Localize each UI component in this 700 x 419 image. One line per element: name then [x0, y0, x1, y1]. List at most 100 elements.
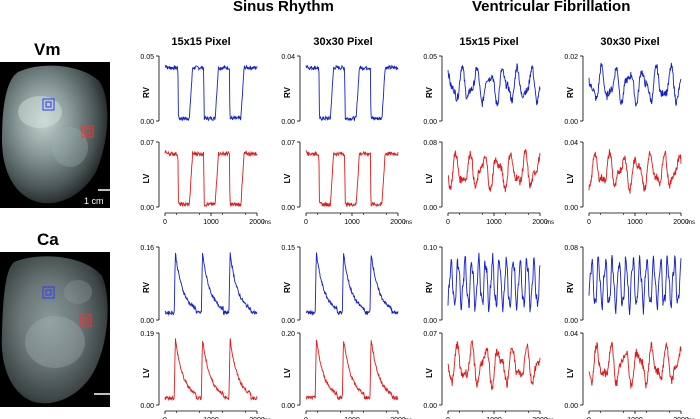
trace-ca-rv	[588, 254, 682, 316]
trace-vm-rv	[588, 62, 682, 107]
row-label-lv: LV	[283, 173, 292, 183]
y-tick-label-bottom: 0.00	[423, 403, 437, 410]
heart-image-vm: 1 cm	[0, 62, 110, 208]
y-tick-label-top: 0.05	[423, 54, 437, 61]
row-label-rv: RV	[425, 281, 434, 293]
row-label-rv: RV	[283, 281, 292, 293]
x-tick-label: 2000	[390, 417, 406, 419]
x-tick-label: 0	[163, 219, 167, 226]
y-tick-label-bottom: 0.00	[564, 205, 578, 212]
heart-image-ca	[0, 252, 110, 407]
y-tick-label-top: 0.07	[423, 331, 437, 338]
x-tick-label: 1000	[486, 417, 502, 419]
y-tick-label-top: 0.10	[423, 245, 437, 252]
trace-ca-lv	[305, 339, 399, 401]
x-tick-label: 0	[587, 417, 591, 419]
x-unit-label: ms	[687, 220, 695, 226]
y-tick-label-bottom: 0.00	[564, 318, 578, 325]
row-label-lv: LV	[142, 173, 151, 183]
x-unit-label: ms	[546, 220, 554, 226]
scale-bar-label: 1 cm	[84, 196, 104, 206]
row-label-rv: RV	[142, 281, 151, 293]
trace-ca-rv	[447, 252, 541, 313]
subheader-vf-15x15: 15x15 Pixel	[459, 36, 519, 48]
x-tick-label: 1000	[344, 219, 360, 226]
x-tick-label: 2000	[532, 417, 548, 419]
x-tick-label: 0	[446, 417, 450, 419]
row-label-rv: RV	[566, 281, 575, 293]
x-tick-label: 2000	[390, 219, 406, 226]
row-label-lv: LV	[142, 368, 151, 378]
row-label-lv: LV	[566, 173, 575, 183]
row-label-lv: LV	[425, 368, 434, 378]
x-tick-label: 2000	[673, 219, 689, 226]
x-tick-label: 0	[304, 417, 308, 419]
trace-ca-rv	[164, 252, 258, 317]
y-tick-label-top: 0.02	[564, 54, 578, 61]
y-tick-label-top: 0.08	[564, 245, 578, 252]
row-label-rv: RV	[566, 86, 575, 98]
x-tick-label: 2000	[673, 417, 689, 419]
x-tick-label: 1000	[344, 417, 360, 419]
y-tick-label-top: 0.08	[423, 140, 437, 147]
y-tick-label-bottom: 0.00	[423, 205, 437, 212]
x-unit-label: ms	[404, 220, 412, 226]
subheader-vf-30x30: 30x30 Pixel	[600, 36, 660, 48]
y-tick-label-bottom: 0.00	[140, 318, 154, 325]
roi-lv-marker-ca	[79, 314, 92, 327]
trace-vm-rv	[447, 63, 541, 108]
x-tick-label: 1000	[627, 417, 643, 419]
x-tick-label: 0	[163, 417, 167, 419]
trace-vm-lv	[305, 150, 399, 208]
trace-ca-lv	[447, 340, 541, 391]
y-tick-label-top: 0.04	[281, 54, 295, 61]
y-tick-label-bottom: 0.00	[423, 119, 437, 126]
y-tick-label-bottom: 0.00	[423, 318, 437, 325]
x-tick-label: 2000	[249, 219, 265, 226]
x-tick-label: 2000	[532, 219, 548, 226]
x-unit-label: ms	[263, 220, 271, 226]
y-tick-label-top: 0.05	[140, 54, 154, 61]
trace-vm-lv	[164, 150, 258, 208]
subheader-sinus-15x15: 15x15 Pixel	[171, 36, 231, 48]
x-tick-label: 1000	[627, 219, 643, 226]
trace-vm-lv	[588, 149, 682, 194]
trace-vm-rv	[164, 64, 258, 122]
trace-ca-rv	[305, 252, 399, 316]
y-tick-label-top: 0.19	[140, 331, 154, 338]
x-tick-label: 1000	[203, 417, 219, 419]
signal-label-ca: Ca	[37, 230, 59, 249]
y-tick-label-top: 0.07	[140, 140, 154, 147]
y-tick-label-bottom: 0.00	[140, 403, 154, 410]
roi-rv-marker-ca	[42, 286, 55, 299]
trace-ca-lv	[588, 341, 682, 389]
header-ventricular-fibrillation: Ventricular Fibrillation	[472, 0, 631, 15]
trace-vm-rv	[305, 64, 399, 122]
y-tick-label-bottom: 0.00	[564, 119, 578, 126]
roi-rv-marker	[42, 98, 55, 111]
roi-lv-marker	[81, 125, 94, 138]
header-sinus-rhythm: Sinus Rhythm	[233, 0, 334, 15]
row-label-lv: LV	[283, 368, 292, 378]
y-tick-label-top: 0.04	[564, 140, 578, 147]
x-tick-label: 2000	[249, 417, 265, 419]
x-tick-label: 0	[587, 219, 591, 226]
y-tick-label-top: 0.16	[140, 245, 154, 252]
y-tick-label-bottom: 0.00	[140, 205, 154, 212]
signal-label-vm: Vm	[34, 40, 61, 59]
y-tick-label-bottom: 0.00	[281, 119, 295, 126]
row-label-rv: RV	[142, 86, 151, 98]
x-tick-label: 1000	[486, 219, 502, 226]
row-label-lv: LV	[425, 173, 434, 183]
y-tick-label-bottom: 0.00	[564, 403, 578, 410]
trace-vm-lv	[447, 149, 541, 193]
y-tick-label-top: 0.04	[564, 331, 578, 338]
x-tick-label: 0	[304, 219, 308, 226]
y-tick-label-top: 0.15	[281, 245, 295, 252]
row-label-rv: RV	[425, 86, 434, 98]
y-tick-label-top: 0.20	[281, 331, 295, 338]
trace-ca-lv	[164, 338, 258, 402]
x-tick-label: 1000	[203, 219, 219, 226]
y-tick-label-bottom: 0.00	[281, 318, 295, 325]
